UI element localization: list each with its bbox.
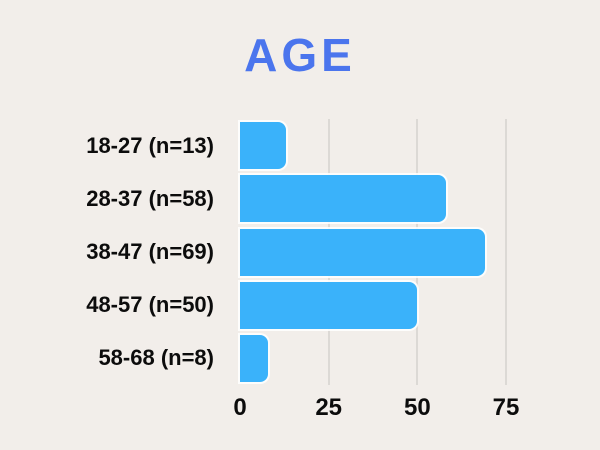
bar [240, 281, 418, 329]
category-label: 48-57 (n=50) [86, 292, 214, 318]
bar [240, 122, 287, 170]
value-tick-label: 0 [233, 394, 247, 421]
chart-title: AGE [244, 29, 356, 81]
bar [240, 228, 485, 276]
category-label: 58-68 (n=8) [98, 345, 214, 371]
value-tick-label: 50 [403, 394, 431, 421]
bar [240, 175, 446, 223]
category-axis: 18-27 (n=13) 28-37 (n=58) 38-47 (n=69) 48-5… [0, 119, 226, 385]
bar [240, 334, 269, 382]
plot-area [240, 119, 540, 385]
value-tick-label: 25 [315, 394, 343, 421]
category-label: 18-27 (n=13) [86, 132, 214, 158]
value-tick-label: 75 [492, 394, 520, 421]
category-label: 38-47 (n=69) [86, 239, 214, 264]
category-label: 28-37 (n=58) [86, 185, 214, 211]
gridline [505, 119, 508, 385]
